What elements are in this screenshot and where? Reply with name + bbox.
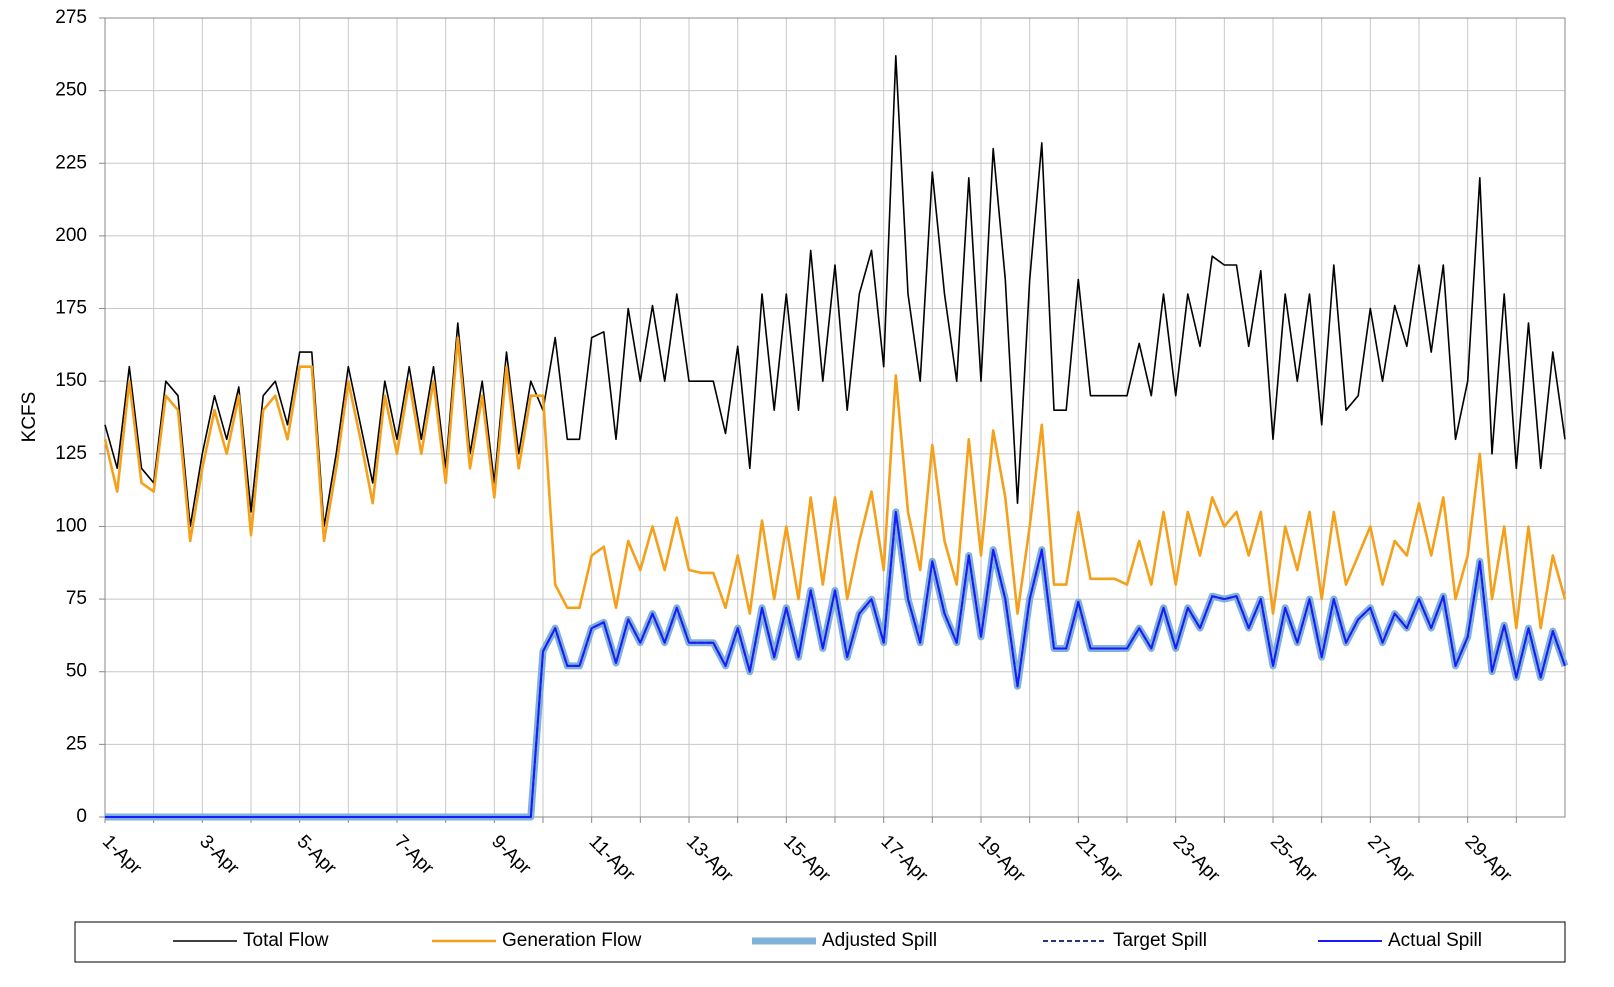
y-tick-label: 125 [55,443,87,464]
y-tick-label: 75 [66,588,87,609]
legend-label: Total Flow [243,930,329,951]
x-tick-label: 27-Apr [1363,831,1419,887]
y-tick-label: 100 [55,515,87,536]
y-tick-label: 250 [55,80,87,101]
y-tick-label: 50 [66,661,87,682]
y-tick-label: 200 [55,225,87,246]
legend-label: Generation Flow [502,930,642,951]
series-line [103,336,1567,630]
legend-label: Actual Spill [1388,930,1482,951]
x-tick-label: 3-Apr [195,831,243,879]
legend-label: Adjusted Spill [822,930,937,951]
x-tick-label: 9-Apr [487,831,535,879]
x-tick-label: 21-Apr [1071,831,1127,887]
x-tick-label: 19-Apr [974,831,1030,887]
x-tick-label: 25-Apr [1266,831,1322,887]
x-tick-label: 13-Apr [682,831,738,887]
series-line [104,55,1566,528]
x-tick-label: 29-Apr [1461,831,1517,887]
y-tick-label: 0 [76,806,87,827]
x-tick-label: 1-Apr [98,831,146,879]
x-tick-label: 7-Apr [390,831,438,879]
x-tick-label: 17-Apr [877,831,933,887]
x-tick-label: 5-Apr [293,831,341,879]
y-tick-label: 175 [55,298,87,319]
legend-box [74,921,1566,963]
series-line [105,510,1566,818]
y-tick-label: 25 [66,733,87,754]
x-tick-label: 15-Apr [779,831,835,887]
x-tick-label: 23-Apr [1169,831,1225,887]
plot-frame [104,17,1566,818]
y-tick-label: 150 [55,370,87,391]
legend-label: Target Spill [1113,930,1207,951]
y-axis-label: KCFS [19,392,40,443]
y-tick-label: 225 [55,152,87,173]
y-tick-label: 275 [55,7,87,28]
x-tick-label: 11-Apr [585,831,640,886]
